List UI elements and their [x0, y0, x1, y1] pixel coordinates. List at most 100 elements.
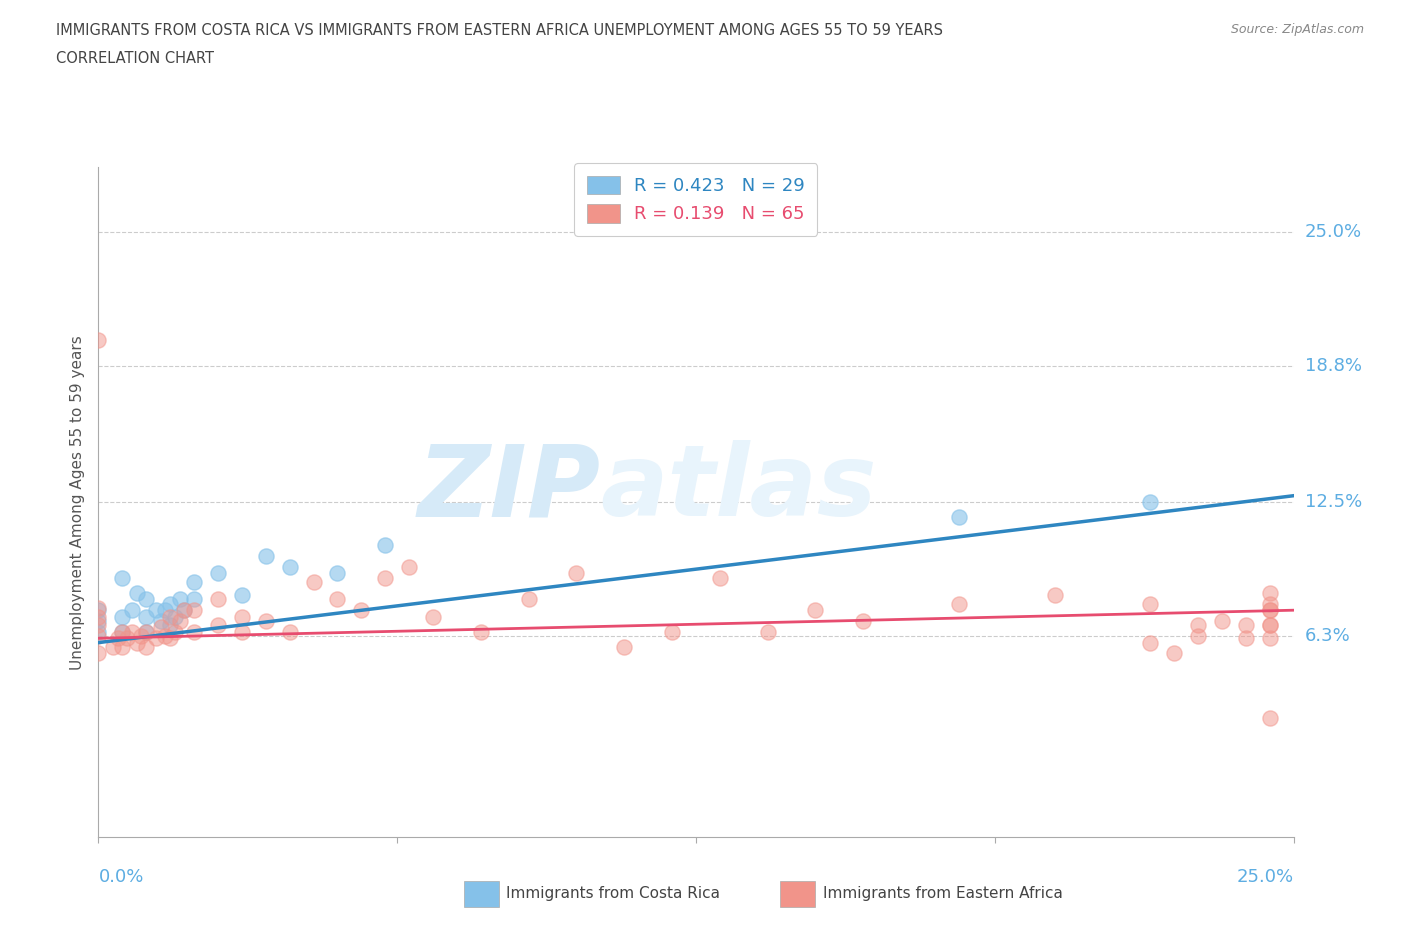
Point — [173, 603, 195, 618]
Point — [1258, 603, 1281, 618]
Point — [231, 588, 253, 603]
Point — [565, 566, 588, 581]
Point — [131, 629, 153, 644]
Text: 12.5%: 12.5% — [1305, 493, 1362, 512]
Point — [207, 618, 229, 632]
Text: 25.0%: 25.0% — [1305, 223, 1362, 241]
Point — [1163, 646, 1185, 661]
Point — [125, 586, 148, 601]
Point — [87, 333, 110, 348]
Point — [1043, 588, 1066, 603]
Point — [159, 631, 181, 645]
Point — [1258, 596, 1281, 611]
Point — [1258, 631, 1281, 645]
Point — [1258, 586, 1281, 601]
Point — [278, 624, 301, 639]
Point — [115, 631, 138, 645]
Point — [254, 549, 277, 564]
Point — [135, 624, 157, 639]
Point — [87, 629, 110, 644]
Legend: R = 0.423   N = 29, R = 0.139   N = 65: R = 0.423 N = 29, R = 0.139 N = 65 — [575, 163, 817, 236]
Point — [87, 624, 110, 639]
Point — [135, 592, 157, 607]
Point — [135, 640, 157, 655]
Point — [183, 603, 205, 618]
Point — [1139, 596, 1161, 611]
Point — [948, 510, 970, 525]
Point — [173, 603, 195, 618]
Text: 25.0%: 25.0% — [1236, 868, 1294, 885]
Point — [87, 614, 110, 629]
Point — [661, 624, 683, 639]
Y-axis label: Unemployment Among Ages 55 to 59 years: Unemployment Among Ages 55 to 59 years — [69, 335, 84, 670]
Text: Immigrants from Eastern Africa: Immigrants from Eastern Africa — [823, 886, 1063, 901]
Point — [159, 618, 181, 632]
Point — [709, 570, 731, 585]
Point — [159, 596, 181, 611]
Point — [231, 609, 253, 624]
Point — [374, 570, 396, 585]
Point — [155, 629, 177, 644]
Point — [163, 609, 186, 624]
Point — [145, 631, 167, 645]
Point — [1234, 631, 1257, 645]
Text: CORRELATION CHART: CORRELATION CHART — [56, 51, 214, 66]
Point — [302, 575, 325, 590]
Point — [326, 592, 349, 607]
Point — [121, 603, 143, 618]
Point — [1139, 635, 1161, 650]
Point — [111, 640, 134, 655]
Text: 18.8%: 18.8% — [1305, 357, 1361, 375]
Point — [1258, 618, 1281, 632]
Point — [1139, 495, 1161, 510]
Point — [87, 603, 110, 618]
Point — [183, 575, 205, 590]
Point — [111, 609, 134, 624]
Point — [1258, 711, 1281, 725]
Text: Immigrants from Costa Rica: Immigrants from Costa Rica — [506, 886, 720, 901]
Point — [422, 609, 444, 624]
Point — [948, 596, 970, 611]
Point — [145, 603, 167, 618]
Point — [125, 635, 148, 650]
Point — [107, 631, 129, 645]
Text: atlas: atlas — [600, 440, 877, 538]
Point — [183, 624, 205, 639]
Point — [121, 624, 143, 639]
Point — [111, 624, 134, 639]
Point — [87, 601, 110, 616]
Point — [87, 618, 110, 632]
Text: 0.0%: 0.0% — [98, 868, 143, 885]
Point — [159, 609, 181, 624]
Point — [183, 592, 205, 607]
Point — [852, 614, 875, 629]
Point — [1234, 618, 1257, 632]
Text: 6.3%: 6.3% — [1305, 627, 1350, 645]
Point — [101, 640, 124, 655]
Point — [149, 614, 172, 629]
Point — [350, 603, 373, 618]
Point — [111, 570, 134, 585]
Text: Source: ZipAtlas.com: Source: ZipAtlas.com — [1230, 23, 1364, 36]
Point — [326, 566, 349, 581]
Point — [1258, 618, 1281, 632]
Point — [470, 624, 492, 639]
Point — [207, 566, 229, 581]
Point — [374, 538, 396, 552]
Point — [1187, 629, 1209, 644]
Point — [1211, 614, 1233, 629]
Point — [135, 609, 157, 624]
Text: IMMIGRANTS FROM COSTA RICA VS IMMIGRANTS FROM EASTERN AFRICA UNEMPLOYMENT AMONG : IMMIGRANTS FROM COSTA RICA VS IMMIGRANTS… — [56, 23, 943, 38]
Point — [1258, 603, 1281, 618]
Point — [398, 560, 420, 575]
Point — [87, 609, 110, 624]
Point — [155, 603, 177, 618]
Point — [111, 624, 134, 639]
Point — [254, 614, 277, 629]
Point — [517, 592, 540, 607]
Point — [278, 560, 301, 575]
Text: ZIP: ZIP — [418, 440, 600, 538]
Point — [135, 624, 157, 639]
Point — [87, 646, 110, 661]
Point — [231, 624, 253, 639]
